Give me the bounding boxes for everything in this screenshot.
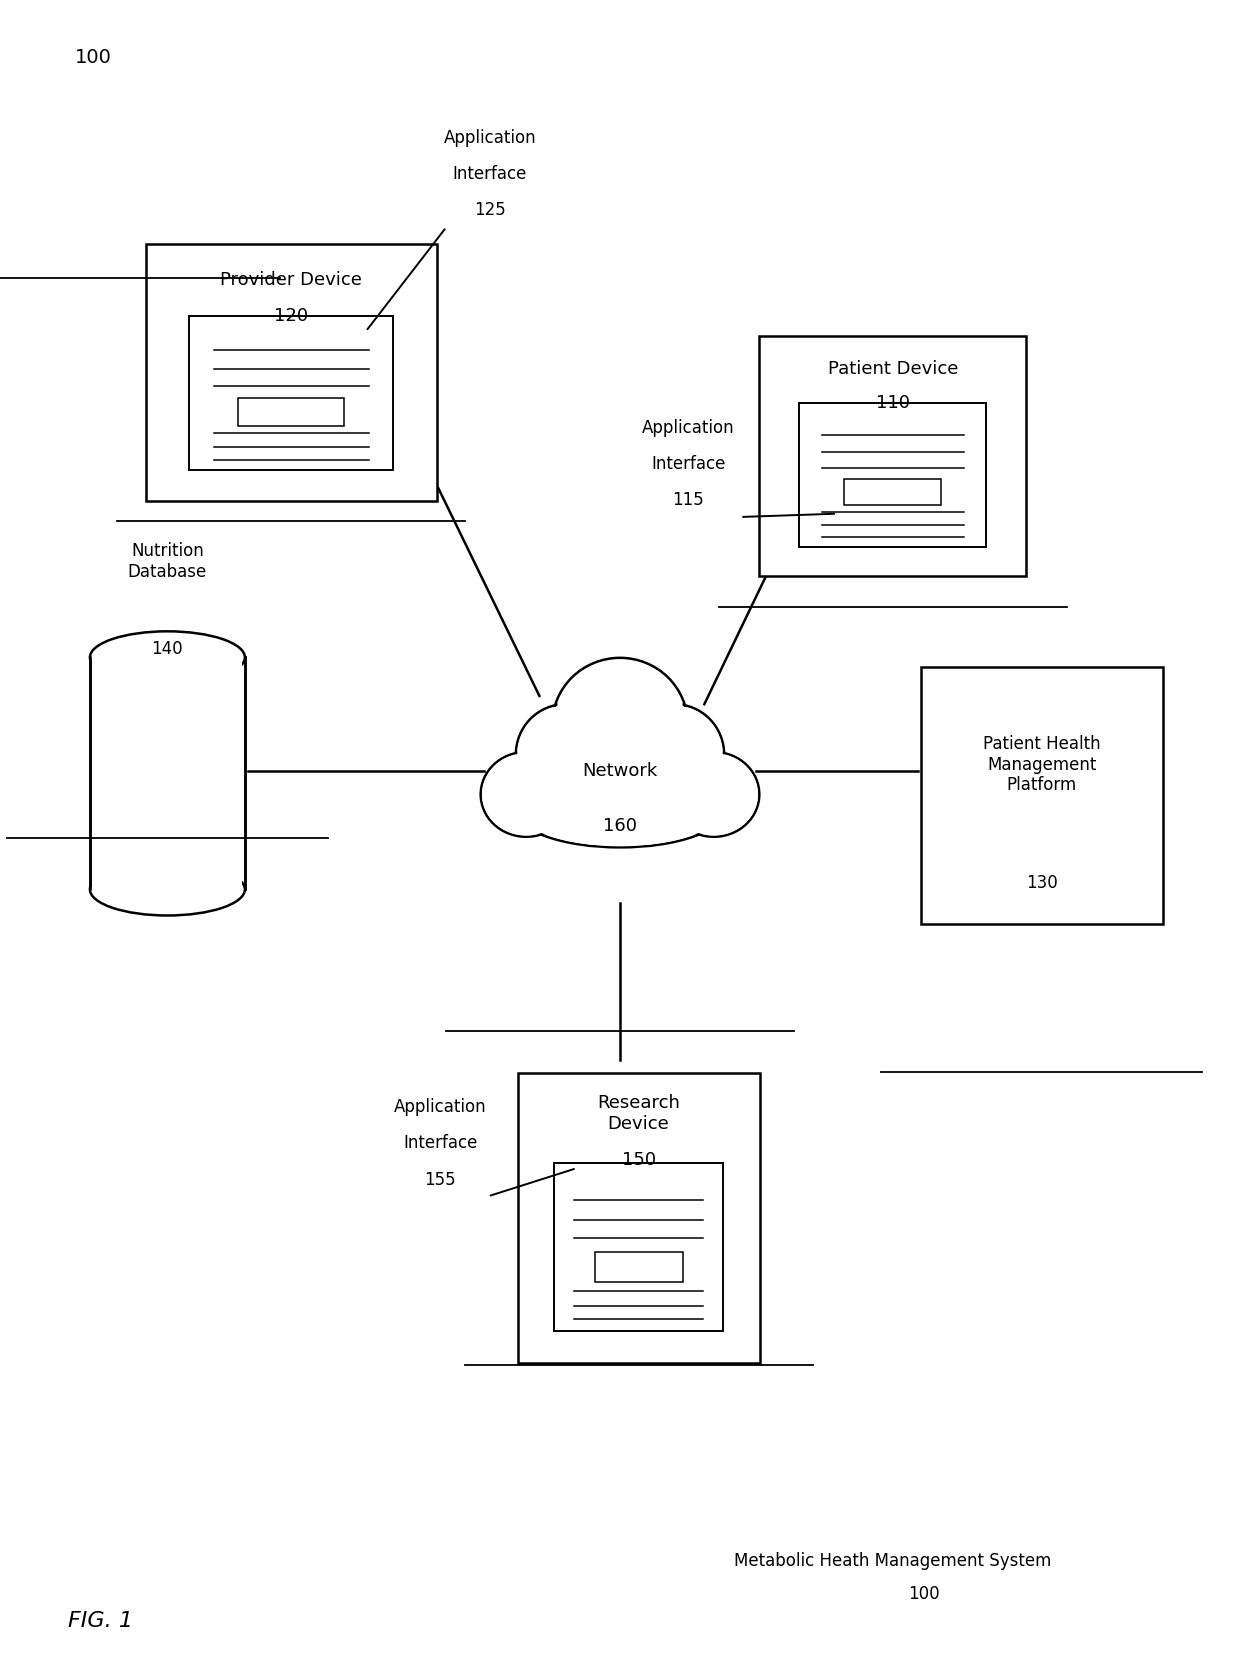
Ellipse shape xyxy=(516,774,724,847)
Bar xyxy=(93,661,243,886)
Ellipse shape xyxy=(91,863,246,916)
Ellipse shape xyxy=(552,658,688,790)
Text: 100: 100 xyxy=(908,1586,940,1602)
Text: Network: Network xyxy=(583,762,657,779)
Ellipse shape xyxy=(626,706,723,804)
Text: 125: 125 xyxy=(474,202,506,219)
Text: 100: 100 xyxy=(74,48,112,68)
Text: Application: Application xyxy=(642,419,734,436)
Text: Metabolic Heath Management System: Metabolic Heath Management System xyxy=(734,1553,1052,1569)
Text: Research
Device: Research Device xyxy=(598,1094,680,1133)
Text: Application: Application xyxy=(444,129,536,146)
Text: 120: 120 xyxy=(274,307,309,325)
Ellipse shape xyxy=(516,704,615,805)
Text: Application: Application xyxy=(394,1099,486,1115)
Ellipse shape xyxy=(554,659,686,789)
FancyBboxPatch shape xyxy=(190,316,393,471)
Ellipse shape xyxy=(668,752,759,837)
Text: 155: 155 xyxy=(424,1171,456,1188)
FancyBboxPatch shape xyxy=(517,1074,759,1362)
FancyBboxPatch shape xyxy=(146,244,436,500)
Ellipse shape xyxy=(517,706,614,804)
Text: 110: 110 xyxy=(875,394,910,413)
Ellipse shape xyxy=(670,754,758,835)
Text: FIG. 1: FIG. 1 xyxy=(68,1611,133,1630)
Ellipse shape xyxy=(520,774,720,847)
FancyBboxPatch shape xyxy=(800,403,986,547)
FancyBboxPatch shape xyxy=(844,479,941,505)
Text: Interface: Interface xyxy=(403,1135,477,1152)
Text: Nutrition
Database: Nutrition Database xyxy=(128,542,207,582)
Text: 160: 160 xyxy=(603,817,637,835)
Text: Interface: Interface xyxy=(453,166,527,182)
FancyBboxPatch shape xyxy=(595,1253,682,1283)
Bar xyxy=(91,658,246,890)
Text: Patient Health
Management
Platform: Patient Health Management Platform xyxy=(983,734,1100,794)
Text: 130: 130 xyxy=(1025,873,1058,891)
Text: 115: 115 xyxy=(672,492,704,509)
FancyBboxPatch shape xyxy=(920,668,1163,925)
Text: 150: 150 xyxy=(621,1152,656,1168)
Text: 140: 140 xyxy=(151,640,184,658)
Text: Patient Device: Patient Device xyxy=(827,360,959,378)
Text: Provider Device: Provider Device xyxy=(221,272,362,290)
Ellipse shape xyxy=(481,752,572,837)
Ellipse shape xyxy=(482,754,570,835)
Text: Interface: Interface xyxy=(651,456,725,472)
FancyBboxPatch shape xyxy=(238,398,345,426)
Ellipse shape xyxy=(91,631,246,684)
Ellipse shape xyxy=(625,704,724,805)
FancyBboxPatch shape xyxy=(554,1163,723,1331)
FancyBboxPatch shape xyxy=(759,336,1025,577)
